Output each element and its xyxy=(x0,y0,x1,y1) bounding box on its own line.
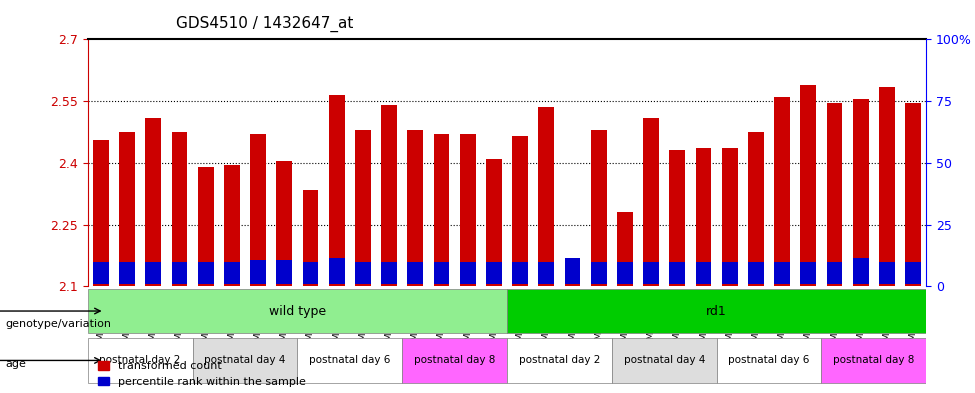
Bar xyxy=(821,338,926,383)
Bar xyxy=(507,289,926,333)
Bar xyxy=(302,189,318,286)
Bar xyxy=(434,134,449,286)
Bar xyxy=(119,132,135,286)
Text: age: age xyxy=(5,358,25,369)
Bar xyxy=(853,99,869,286)
Bar xyxy=(591,130,606,286)
Bar xyxy=(512,136,528,286)
Bar xyxy=(460,134,476,286)
Bar xyxy=(827,103,842,286)
Bar xyxy=(88,338,193,383)
Bar xyxy=(145,118,161,286)
Bar xyxy=(486,159,502,286)
Bar xyxy=(905,262,921,284)
Bar xyxy=(670,262,685,284)
Bar xyxy=(670,151,685,286)
Bar xyxy=(172,262,187,284)
Text: GDS4510 / 1432647_at: GDS4510 / 1432647_at xyxy=(176,15,353,32)
Bar xyxy=(145,262,161,284)
Text: postnatal day 6: postnatal day 6 xyxy=(309,355,390,365)
Bar xyxy=(277,259,292,284)
Bar xyxy=(329,257,344,284)
Text: postnatal day 8: postnatal day 8 xyxy=(834,355,915,365)
Text: wild type: wild type xyxy=(269,305,326,318)
Bar xyxy=(93,262,108,284)
Bar xyxy=(224,165,240,286)
Bar xyxy=(800,262,816,284)
Bar xyxy=(644,262,659,284)
Bar xyxy=(297,338,402,383)
Bar xyxy=(277,161,292,286)
Bar xyxy=(800,84,816,286)
Bar xyxy=(486,262,502,284)
Bar xyxy=(565,280,580,286)
Bar xyxy=(512,262,528,284)
Bar xyxy=(381,262,397,284)
Bar xyxy=(774,262,790,284)
Text: genotype/variation: genotype/variation xyxy=(5,319,111,329)
Bar xyxy=(591,262,606,284)
Bar xyxy=(538,107,554,286)
Bar xyxy=(696,262,712,284)
Text: postnatal day 4: postnatal day 4 xyxy=(205,355,286,365)
Text: rd1: rd1 xyxy=(706,305,727,318)
Text: postnatal day 4: postnatal day 4 xyxy=(624,355,705,365)
Bar xyxy=(251,134,266,286)
Bar xyxy=(119,262,135,284)
Bar xyxy=(748,262,763,284)
Bar xyxy=(722,262,738,284)
Bar xyxy=(381,105,397,286)
Bar xyxy=(408,262,423,284)
Bar xyxy=(93,140,108,286)
Bar xyxy=(717,338,821,383)
Bar xyxy=(644,118,659,286)
Bar xyxy=(408,130,423,286)
Text: postnatal day 6: postnatal day 6 xyxy=(728,355,809,365)
Bar xyxy=(748,132,763,286)
Bar xyxy=(329,95,344,286)
Bar xyxy=(402,338,507,383)
Bar xyxy=(722,149,738,286)
Bar xyxy=(224,262,240,284)
Bar xyxy=(355,262,370,284)
Legend: transformed count, percentile rank within the sample: transformed count, percentile rank withi… xyxy=(94,357,310,391)
Bar xyxy=(251,259,266,284)
Bar xyxy=(460,262,476,284)
Bar xyxy=(905,103,921,286)
Bar xyxy=(302,262,318,284)
Bar xyxy=(612,338,717,383)
Bar xyxy=(355,130,370,286)
Bar xyxy=(879,262,895,284)
Bar xyxy=(696,149,712,286)
Bar xyxy=(565,257,580,284)
Bar xyxy=(172,132,187,286)
Bar xyxy=(538,262,554,284)
Bar xyxy=(617,212,633,286)
Text: postnatal day 8: postnatal day 8 xyxy=(414,355,495,365)
Text: postnatal day 2: postnatal day 2 xyxy=(519,355,600,365)
Text: postnatal day 2: postnatal day 2 xyxy=(99,355,180,365)
Bar xyxy=(827,262,842,284)
Bar xyxy=(88,289,507,333)
Bar xyxy=(617,262,633,284)
Bar xyxy=(507,338,612,383)
Bar xyxy=(198,167,214,286)
Bar xyxy=(198,262,214,284)
Bar xyxy=(193,338,297,383)
Bar xyxy=(853,257,869,284)
Bar xyxy=(434,262,449,284)
Bar xyxy=(879,86,895,286)
Bar xyxy=(774,97,790,286)
